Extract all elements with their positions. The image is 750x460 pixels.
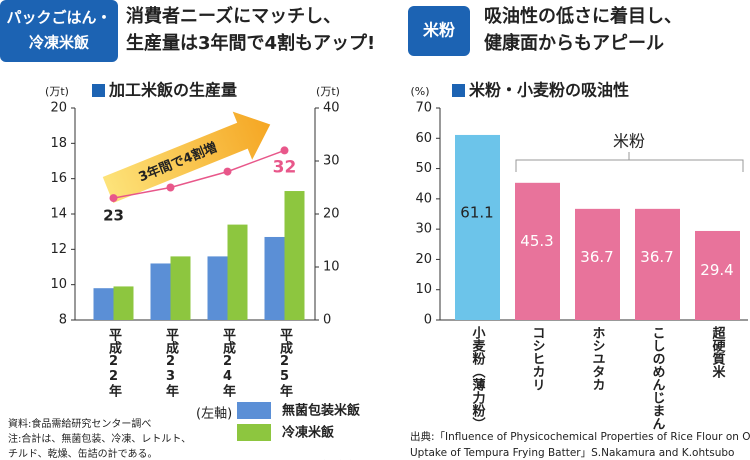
legend-label: 冷凍米飯 xyxy=(282,425,334,441)
x-tick-label: ホシユタカ xyxy=(590,326,606,391)
note: 注:合計は、無菌包装、冷凍、レトルト、 xyxy=(8,432,191,445)
bar xyxy=(207,256,228,320)
data-label: 23 xyxy=(103,207,124,225)
note: 資料:食品需給研究センター調べ xyxy=(8,417,151,430)
bar xyxy=(284,191,305,320)
source: Uptake of Tempura Frying Batter」S.Nakamu… xyxy=(410,447,734,459)
y2-tick-label: 20 xyxy=(323,207,340,222)
badge xyxy=(408,6,470,56)
bar xyxy=(113,286,134,320)
legend-swatch xyxy=(237,424,271,441)
y2-tick-label: 10 xyxy=(323,260,340,275)
x-tick-label: 平成23年 xyxy=(163,328,179,398)
y-tick-label: 0 xyxy=(424,313,432,328)
badge-text: 米粉 xyxy=(423,21,455,40)
bar xyxy=(93,288,114,320)
y-tick-label: 14 xyxy=(50,207,67,222)
x-tick-label: コシヒカリ xyxy=(530,326,545,391)
y-unit: (%) xyxy=(410,85,429,98)
headline: 生産量は3年間で4割もアップ! xyxy=(126,32,375,54)
y-tick-label: 8 xyxy=(59,313,67,328)
headline: 吸油性の低さに着目し、 xyxy=(484,5,682,27)
y2-tick-label: 40 xyxy=(323,101,340,116)
y-unit: (万t) xyxy=(45,85,69,98)
bar xyxy=(170,256,191,320)
bar xyxy=(227,224,248,320)
line xyxy=(113,149,285,199)
headline: 消費者ニーズにマッチし、 xyxy=(126,5,341,27)
legend-axis-label: (左軸) xyxy=(196,407,232,422)
y-tick-label: 60 xyxy=(415,131,432,146)
title-marker xyxy=(452,84,465,97)
y-tick-label: 16 xyxy=(50,171,67,186)
line-point xyxy=(166,183,175,192)
data-label: 36.7 xyxy=(580,248,613,266)
line-point xyxy=(280,146,289,155)
badge-text: パックごはん・ xyxy=(6,9,111,27)
y-tick-label: 10 xyxy=(415,282,432,297)
bar xyxy=(455,134,500,320)
chart-title: 加工米飯の生産量 xyxy=(108,81,237,100)
arrow-shape xyxy=(102,111,271,203)
y-tick-label: 12 xyxy=(50,242,67,257)
x-tick-label: こしのめんじまん xyxy=(650,326,666,430)
title-marker xyxy=(92,84,105,97)
data-label: 45.3 xyxy=(520,232,553,250)
note: チルド、乾燥、缶詰の計である。 xyxy=(8,447,158,460)
y2-unit: (万t) xyxy=(316,85,340,98)
legend-label: 無菌包装米飯 xyxy=(282,403,360,419)
y-tick-label: 50 xyxy=(415,161,432,176)
headline: 健康面からもアピール xyxy=(484,32,664,54)
bar xyxy=(695,230,740,320)
data-label: 29.4 xyxy=(700,261,733,279)
y-tick-label: 40 xyxy=(415,191,432,206)
line-point xyxy=(109,194,118,203)
source: 出典:「Influence of Physicochemical Propert… xyxy=(410,430,750,443)
chart-title: 米粉・小麦粉の吸油性 xyxy=(469,81,629,100)
y-tick-label: 20 xyxy=(415,252,432,267)
bar xyxy=(515,182,560,320)
bracket xyxy=(515,152,744,172)
x-tick-label: 平成25年 xyxy=(277,328,293,398)
y2-tick-label: 0 xyxy=(323,313,331,328)
bar xyxy=(635,208,680,320)
y2-tick-label: 30 xyxy=(323,154,340,169)
y-tick-label: 10 xyxy=(50,277,67,292)
x-tick-label: 超硬質米 xyxy=(710,325,726,379)
bar xyxy=(575,208,620,320)
annotation-arrow: 3年間で4割増 xyxy=(102,111,271,203)
bar xyxy=(264,236,285,320)
badge-text: 冷凍米飯 xyxy=(29,34,89,52)
data-label: 36.7 xyxy=(640,248,673,266)
y-tick-label: 30 xyxy=(415,222,432,237)
bar xyxy=(150,263,171,320)
data-label: 32 xyxy=(273,157,297,177)
bracket-label: 米粉 xyxy=(613,132,645,151)
x-tick-label: 小麦粉（薄力粉） xyxy=(470,326,487,430)
x-tick-label: 平成24年 xyxy=(220,328,236,398)
y-tick-label: 18 xyxy=(50,136,67,151)
legend-swatch xyxy=(237,402,271,419)
line-point xyxy=(223,167,232,176)
y-tick-label: 20 xyxy=(50,101,67,116)
x-tick-label: 平成22年 xyxy=(106,328,122,398)
y-tick-label: 70 xyxy=(415,101,432,116)
badge xyxy=(0,0,118,62)
data-label: 61.1 xyxy=(460,203,493,221)
